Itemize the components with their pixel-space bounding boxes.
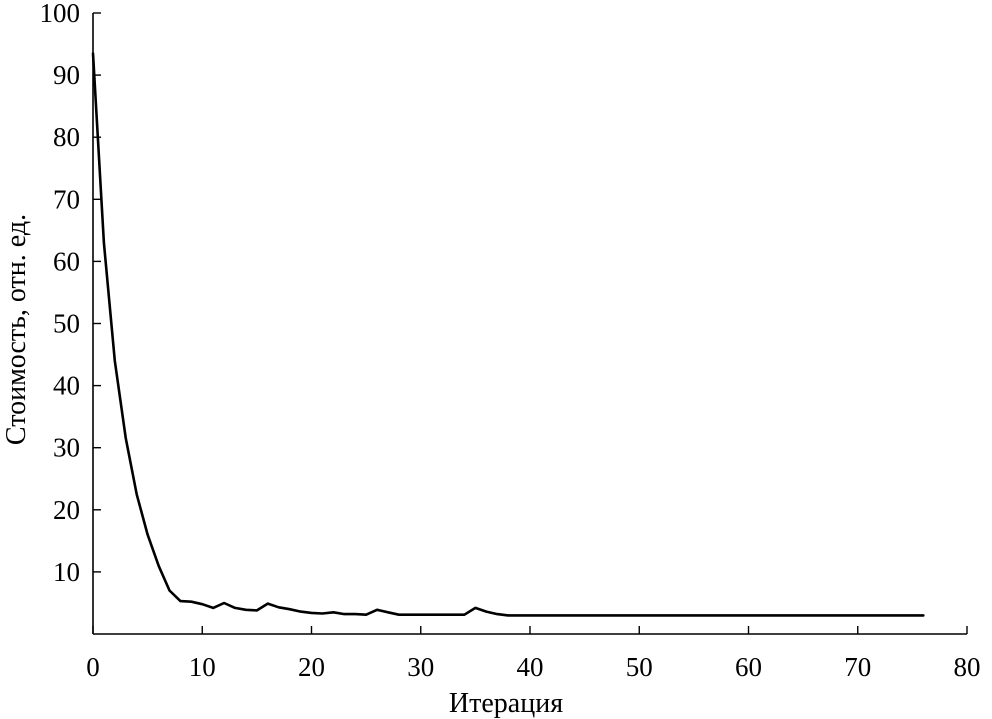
y-tick-label: 100 [40,0,81,28]
x-tick-label: 60 [735,652,762,682]
x-tick-label: 70 [844,652,871,682]
series-layer [91,52,925,617]
axes [92,13,967,635]
x-tick-label: 20 [298,652,325,682]
y-tick-label: 40 [53,371,80,401]
y-tick-label: 80 [53,122,80,152]
x-tick-label: 80 [954,652,981,682]
y-axis-title: Стоимость, отн. ед. [1,214,32,445]
y-tick-label: 70 [53,184,80,214]
y-tick-label: 10 [53,557,80,587]
x-tick-label: 30 [407,652,434,682]
y-axis-ticks: 10 20 30 40 50 60 70 80 90 100 [40,0,101,587]
x-tick-label: 10 [189,652,216,682]
y-tick-label: 90 [53,60,80,90]
y-tick-label: 60 [53,246,80,276]
x-tick-label: 0 [86,652,100,682]
y-tick-label: 20 [53,495,80,525]
x-tick-label: 40 [517,652,544,682]
series-line [91,52,925,617]
x-axis-title: Итерация [449,688,563,719]
y-tick-label: 50 [53,309,80,339]
x-tick-label: 50 [626,652,653,682]
y-tick-label: 30 [53,433,80,463]
x-axis-ticks: 0 10 20 30 40 50 60 70 80 [86,626,981,682]
